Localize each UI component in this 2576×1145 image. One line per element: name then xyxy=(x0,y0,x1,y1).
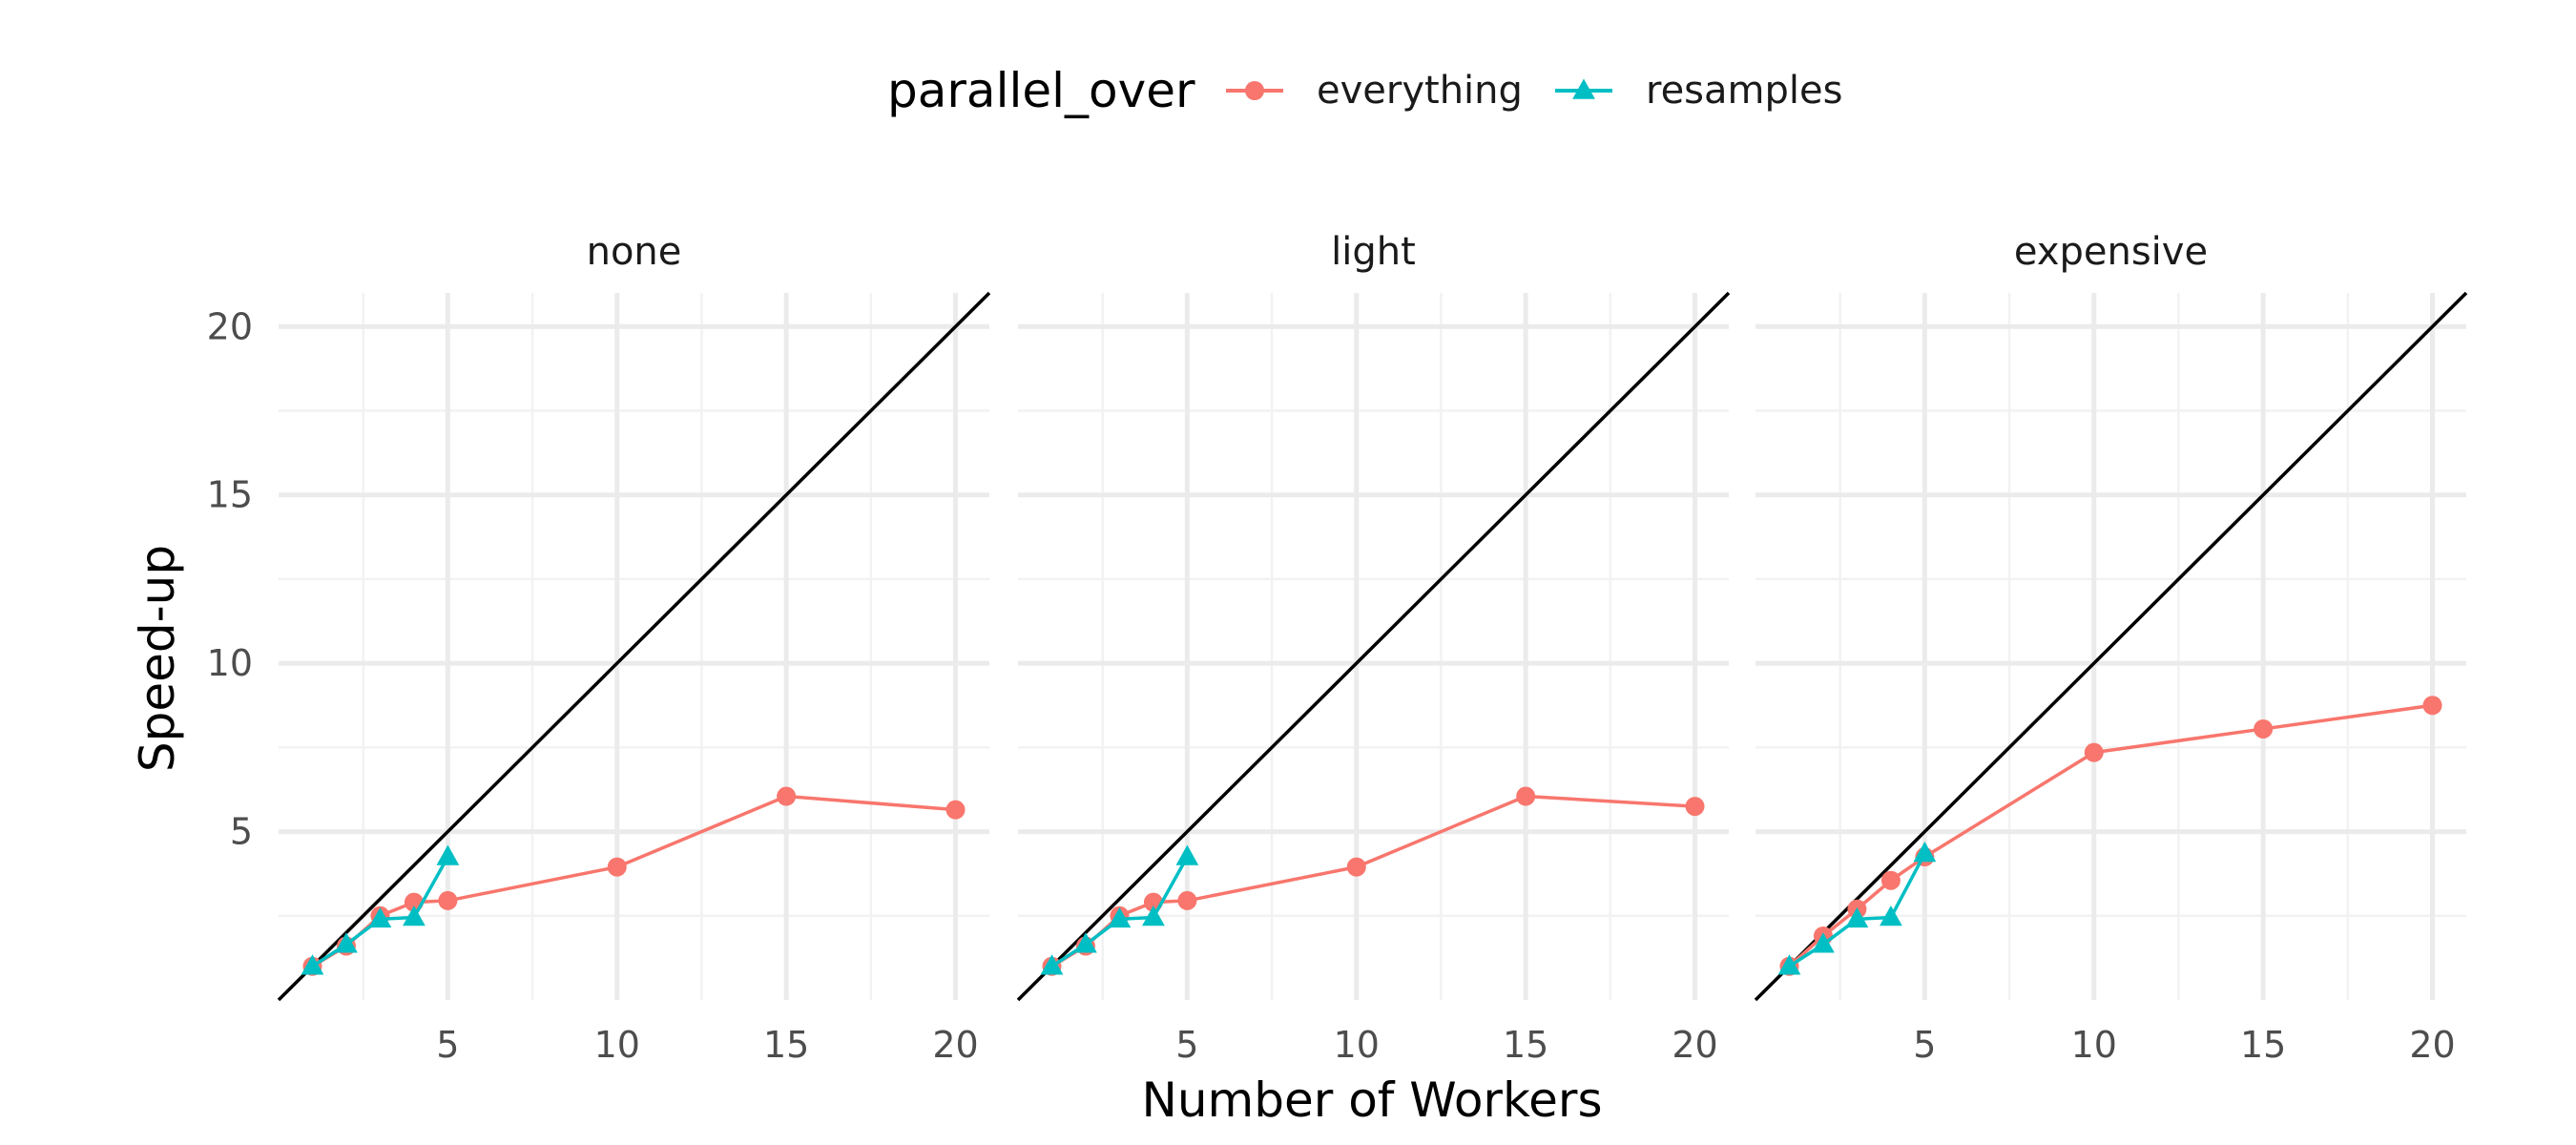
data-point xyxy=(607,857,627,877)
legend: parallel_over everything resamples xyxy=(887,63,1842,118)
x-tick-label: 5 xyxy=(436,1024,459,1066)
facet-panel-none: none 5 10 15 20 5 10 15 20 xyxy=(207,230,991,1066)
series-line xyxy=(1788,703,2433,968)
y-tick-label: 10 xyxy=(207,642,253,684)
x-tick-label: 20 xyxy=(932,1024,978,1066)
data-point xyxy=(1913,842,1937,863)
x-tick-label: 10 xyxy=(1334,1024,1380,1066)
x-tick-label: 10 xyxy=(2071,1024,2117,1066)
data-point xyxy=(438,890,458,910)
x-tick-label: 5 xyxy=(1175,1024,1198,1066)
triangle-marker-icon xyxy=(1572,78,1595,99)
legend-title: parallel_over xyxy=(887,63,1195,118)
x-tick-label: 15 xyxy=(1503,1024,1548,1066)
data-point xyxy=(2254,718,2274,739)
x-axis-title: Number of Workers xyxy=(1141,1072,1602,1128)
legend-item-everything: everything xyxy=(1226,69,1523,113)
data-point xyxy=(368,906,392,928)
series-resamples xyxy=(1040,844,1199,975)
data-point xyxy=(301,954,324,975)
series-resamples xyxy=(1777,842,1937,975)
data-point xyxy=(1346,857,1366,877)
data-point xyxy=(1685,797,1705,817)
data-point xyxy=(335,932,358,953)
series-everything xyxy=(302,786,966,976)
y-tick-label: 15 xyxy=(207,474,253,516)
x-tick-label: 20 xyxy=(1672,1024,1717,1066)
data-point xyxy=(1142,906,1165,926)
reference-line xyxy=(1016,291,1731,1002)
x-tick-label: 20 xyxy=(2409,1024,2455,1066)
facet-panel-expensive: expensive 5 10 15 20 xyxy=(1754,230,2468,1066)
data-point xyxy=(2084,742,2104,762)
facet-panel-light: light 5 10 15 20 xyxy=(1016,230,1731,1066)
series-resamples xyxy=(301,844,460,975)
y-axis-title: Speed-up xyxy=(130,545,185,772)
reference-line xyxy=(1754,291,2468,1002)
data-point xyxy=(945,800,966,820)
data-point xyxy=(1777,954,1801,975)
data-point xyxy=(1812,932,1835,953)
data-point xyxy=(1880,870,1901,890)
data-point xyxy=(1177,890,1197,910)
data-point xyxy=(436,844,460,865)
data-point xyxy=(1845,906,1869,928)
series-everything xyxy=(1779,696,2442,976)
legend-item-resamples: resamples xyxy=(1555,69,1842,113)
data-point xyxy=(777,786,797,806)
data-point xyxy=(1516,786,1536,806)
x-tick-label: 15 xyxy=(763,1024,809,1066)
reference-line xyxy=(277,291,991,1002)
data-point xyxy=(1108,906,1132,928)
data-point xyxy=(2422,696,2442,716)
x-tick-label: 15 xyxy=(2240,1024,2286,1066)
grid xyxy=(279,293,989,1000)
series-everything xyxy=(1042,786,1705,976)
data-point xyxy=(1175,844,1199,865)
y-tick-label: 20 xyxy=(207,305,253,347)
series-line xyxy=(311,794,956,968)
data-point xyxy=(1040,954,1064,975)
facet-label: expensive xyxy=(2014,230,2208,274)
facet-label: light xyxy=(1331,230,1416,274)
data-point xyxy=(403,906,426,926)
series-line xyxy=(1050,794,1695,968)
legend-label: resamples xyxy=(1646,69,1842,113)
x-tick-label: 10 xyxy=(594,1024,640,1066)
x-tick-label: 5 xyxy=(1913,1024,1936,1066)
facet-label: none xyxy=(587,230,682,274)
circle-marker-icon xyxy=(1245,81,1264,100)
data-point xyxy=(1880,906,1902,926)
legend-label: everything xyxy=(1317,69,1523,113)
y-tick-label: 5 xyxy=(230,811,253,853)
data-point xyxy=(1074,932,1097,953)
